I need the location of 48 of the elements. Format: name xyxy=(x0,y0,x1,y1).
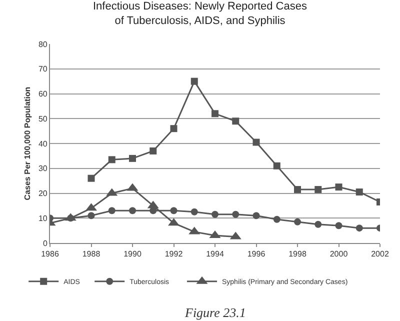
point xyxy=(314,186,322,194)
point xyxy=(294,218,301,226)
point xyxy=(150,147,157,154)
y-tick-label: 80 xyxy=(38,40,48,49)
point xyxy=(212,210,218,218)
point xyxy=(294,186,301,194)
point xyxy=(170,207,178,214)
point xyxy=(252,138,260,146)
y-tick-label: 70 xyxy=(38,64,48,74)
point xyxy=(108,156,116,164)
point xyxy=(88,174,95,182)
point xyxy=(314,220,322,228)
x-tick-label: 2002 xyxy=(371,250,390,259)
x-tick-label: 1992 xyxy=(164,250,184,259)
x-tick-label: 1986 xyxy=(41,250,60,259)
point xyxy=(108,207,116,214)
point xyxy=(232,118,240,125)
point xyxy=(356,188,363,196)
x-tick-label: 1990 xyxy=(124,250,142,259)
x-tick-label: 1998 xyxy=(288,250,307,259)
x-tick-label: 1994 xyxy=(206,250,224,259)
point xyxy=(170,125,178,132)
point xyxy=(129,154,136,162)
y-tick-label: 60 xyxy=(38,90,48,99)
point xyxy=(88,212,95,220)
point xyxy=(335,222,342,230)
y-tick-label: 30 xyxy=(38,164,48,174)
point xyxy=(129,207,136,214)
point xyxy=(273,162,280,170)
y-axis-title: Cases Per 100,000 Population xyxy=(23,86,32,200)
y-tick-label: 10 xyxy=(38,214,48,223)
point xyxy=(232,210,240,218)
chart-title: Infectious Diseases: Newly Reported Cases of Tuberculosis, AIDS, and Syphilis xyxy=(93,0,308,27)
x-tick-label: 1996 xyxy=(247,250,266,259)
point xyxy=(356,224,363,232)
y-tick-label: 20 xyxy=(38,189,48,198)
x-tick-label: 2000 xyxy=(330,250,348,259)
point xyxy=(335,184,342,191)
caption: Figure 23.1 xyxy=(184,305,246,320)
y-tick-label: 40 xyxy=(38,139,48,148)
point xyxy=(212,110,218,118)
x-tick-label: 1988 xyxy=(82,250,101,259)
point xyxy=(190,208,198,216)
y-tick-label: 50 xyxy=(38,114,48,124)
point xyxy=(273,216,280,223)
point xyxy=(252,212,260,220)
point xyxy=(190,78,198,85)
y-tick-label: 0 xyxy=(42,238,48,248)
